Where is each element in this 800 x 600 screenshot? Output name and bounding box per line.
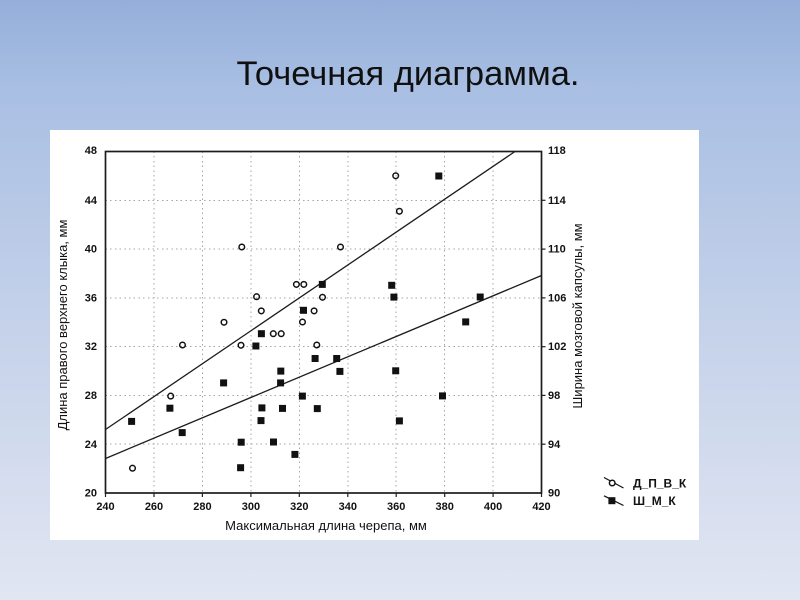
svg-text:90: 90	[548, 488, 560, 500]
svg-text:400: 400	[484, 501, 502, 513]
svg-text:102: 102	[548, 341, 566, 353]
svg-text:240: 240	[96, 501, 114, 513]
svg-text:320: 320	[290, 501, 308, 513]
svg-text:340: 340	[339, 501, 357, 513]
svg-text:Ширина мозговой капсулы, мм: Ширина мозговой капсулы, мм	[570, 223, 585, 408]
svg-text:48: 48	[85, 145, 97, 157]
svg-text:Длина правого верхнего клыка,: Длина правого верхнего клыка, мм	[55, 220, 70, 431]
svg-text:420: 420	[532, 501, 550, 513]
svg-text:44: 44	[85, 195, 98, 207]
svg-text:36: 36	[85, 292, 97, 304]
svg-text:114: 114	[548, 195, 567, 207]
svg-text:Д_П_В_К: Д_П_В_К	[633, 477, 687, 491]
svg-text:40: 40	[85, 244, 97, 256]
svg-text:380: 380	[436, 501, 454, 513]
svg-text:280: 280	[193, 501, 211, 513]
svg-text:300: 300	[242, 501, 260, 513]
svg-text:98: 98	[548, 390, 560, 402]
svg-text:260: 260	[145, 501, 163, 513]
svg-text:24: 24	[85, 439, 98, 451]
svg-text:94: 94	[548, 439, 561, 451]
svg-text:118: 118	[548, 145, 566, 157]
svg-text:20: 20	[85, 488, 97, 500]
svg-text:Ш_М_К: Ш_М_К	[633, 494, 676, 508]
svg-text:Точечная диаграмма.: Точечная диаграмма.	[236, 55, 579, 93]
svg-text:Максимальная длина черепа, мм: Максимальная длина черепа, мм	[225, 518, 427, 533]
svg-text:32: 32	[85, 341, 97, 353]
svg-text:110: 110	[548, 244, 566, 256]
svg-text:360: 360	[387, 501, 405, 513]
svg-text:106: 106	[548, 292, 566, 304]
svg-text:28: 28	[85, 390, 97, 402]
